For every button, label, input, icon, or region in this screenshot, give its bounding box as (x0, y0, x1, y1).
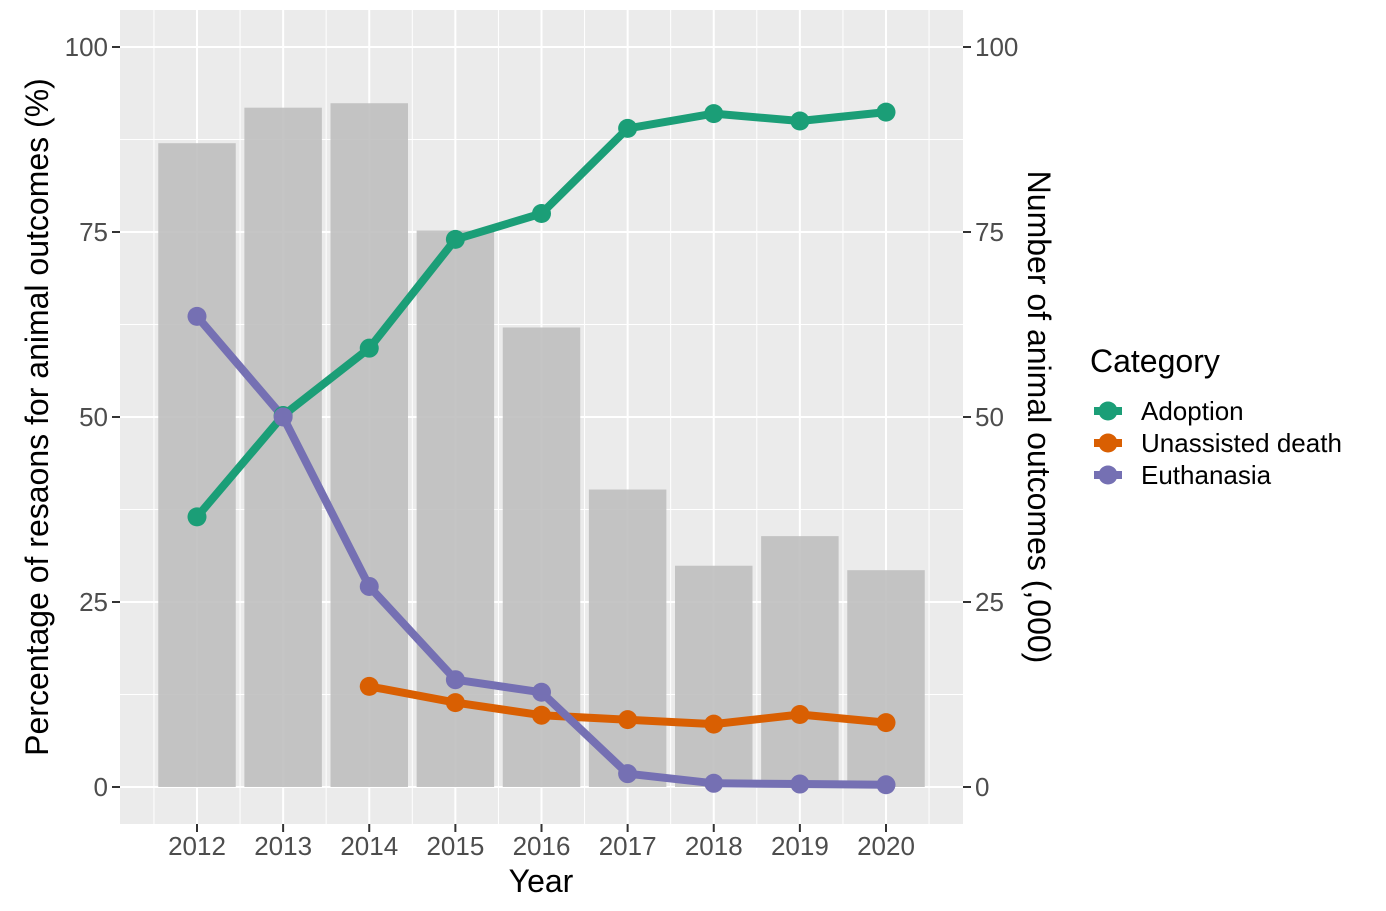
y-tick-label: 100 (65, 32, 108, 62)
point-euthanasia-2014 (359, 576, 379, 596)
point-adoption-2019 (790, 111, 810, 131)
x-tick-label: 2013 (254, 831, 312, 861)
y2-tick-label: 0 (975, 772, 989, 802)
bar-2017 (588, 489, 667, 787)
legend-key-point-unassisted-death (1098, 433, 1118, 453)
point-euthanasia-2016 (532, 682, 551, 702)
point-unassisted-death-2017 (618, 710, 638, 730)
legend-label-unassisted-death: Unassisted death (1141, 428, 1342, 458)
y2-tick-label: 75 (975, 217, 1004, 247)
point-unassisted-death-2014 (359, 676, 379, 696)
y2-tick-label: 25 (975, 587, 1004, 617)
legend-title: Category (1090, 343, 1220, 379)
bar-2018 (675, 565, 753, 787)
bar-2012 (158, 143, 236, 787)
point-unassisted-death-2018 (704, 714, 724, 734)
y-tick-label: 75 (79, 217, 108, 247)
x-tick-label: 2017 (599, 831, 657, 861)
point-euthanasia-2013 (273, 407, 293, 427)
y-tick-label: 25 (79, 587, 108, 617)
point-adoption-2015 (445, 229, 465, 249)
y2-tick-label: 100 (975, 32, 1018, 62)
x-tick-label: 2016 (513, 831, 571, 861)
x-tick-label: 2012 (168, 831, 226, 861)
legend-key-point-adoption (1098, 401, 1118, 421)
right-axis: 0 25 50 75 100 (963, 32, 1018, 802)
bar-2014 (330, 103, 408, 788)
point-layer (187, 102, 896, 795)
y-tick-label: 0 (94, 772, 108, 802)
left-axis: 0 25 50 75 100 (65, 32, 120, 802)
x-tick-label: 2019 (771, 831, 829, 861)
x-axis-title: Year (509, 863, 574, 899)
point-unassisted-death-2019 (790, 704, 810, 724)
legend-label-adoption: Adoption (1141, 396, 1244, 426)
x-tick-label: 2014 (340, 831, 398, 861)
point-unassisted-death-2015 (445, 693, 465, 713)
point-adoption-2014 (359, 338, 379, 358)
y2-tick-label: 50 (975, 402, 1004, 432)
point-euthanasia-2018 (704, 773, 724, 793)
point-euthanasia-2017 (618, 764, 638, 784)
y2-axis-title: Number of animal outcomes (,000) (1021, 171, 1057, 664)
point-adoption-2016 (532, 204, 551, 223)
legend-key-point-euthanasia (1098, 465, 1118, 485)
x-axis: 2012 2013 2014 2015 2016 2017 2018 2019 2020 (168, 824, 915, 861)
point-euthanasia-2015 (445, 670, 465, 690)
point-euthanasia-2012 (187, 306, 207, 326)
bar-2020 (847, 570, 925, 787)
x-tick-label: 2020 (857, 831, 915, 861)
y-tick-label: 50 (79, 402, 108, 432)
x-tick-label: 2018 (685, 831, 743, 861)
point-euthanasia-2020 (876, 775, 896, 795)
point-adoption-2018 (704, 104, 724, 124)
point-adoption-2012 (187, 507, 207, 527)
point-unassisted-death-2016 (532, 705, 551, 725)
x-tick-label: 2015 (426, 831, 484, 861)
y-axis-title: Percentage of resaons for animal outcome… (19, 78, 55, 756)
bar-2019 (761, 536, 839, 787)
point-adoption-2017 (618, 118, 638, 138)
point-unassisted-death-2020 (876, 713, 896, 733)
legend-label-euthanasia: Euthanasia (1141, 460, 1272, 490)
point-euthanasia-2019 (790, 774, 810, 794)
point-adoption-2020 (876, 102, 896, 122)
